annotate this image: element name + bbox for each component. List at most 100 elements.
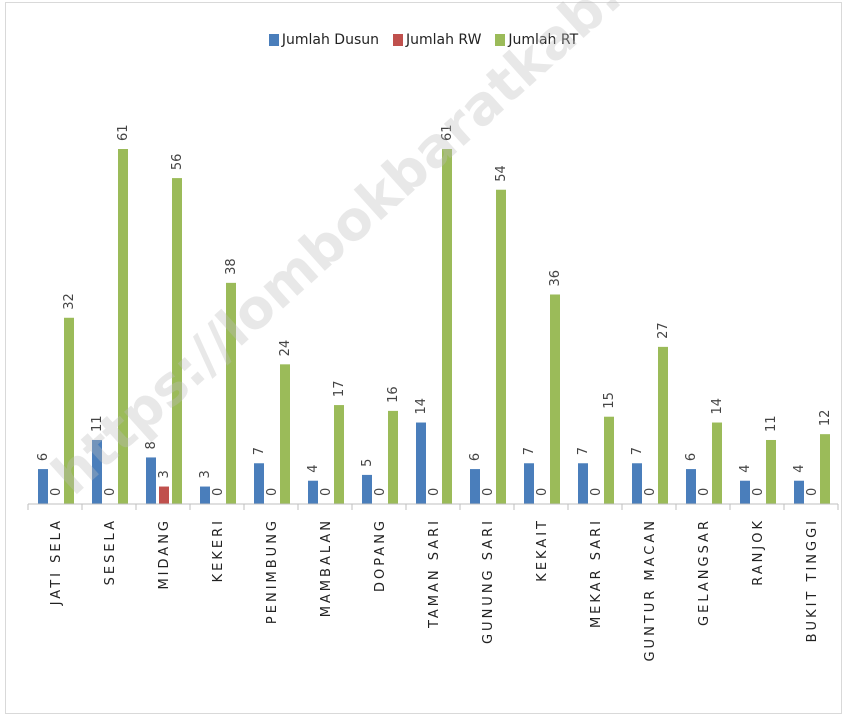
- chart-legend: Jumlah Dusun Jumlah RW Jumlah RT: [0, 32, 847, 48]
- data-label: 0: [373, 488, 388, 496]
- legend-swatch-rw: [392, 34, 403, 46]
- data-label: 15: [602, 392, 617, 409]
- data-label: 7: [252, 447, 267, 455]
- data-label: 11: [90, 415, 105, 432]
- data-label: 36: [548, 270, 563, 287]
- category-label: RANJOK: [751, 518, 766, 586]
- legend-item-rw: Jumlah RW: [392, 32, 482, 48]
- legend-label-rt: Jumlah RT: [508, 32, 579, 48]
- data-label: 0: [643, 488, 658, 496]
- data-label: 8: [144, 441, 159, 449]
- bar-rt: [118, 149, 128, 504]
- bar-rt: [820, 434, 830, 504]
- bar-rt: [388, 410, 398, 504]
- data-label: 56: [170, 154, 185, 171]
- data-label: 0: [49, 488, 64, 496]
- bar-rt: [280, 364, 290, 504]
- data-label: 61: [440, 124, 455, 141]
- data-label: 0: [265, 488, 280, 496]
- bar-dusun: [578, 463, 588, 504]
- data-label: 17: [332, 381, 347, 398]
- data-label: 0: [427, 488, 442, 496]
- category-label: DOPANG: [373, 518, 388, 592]
- category-label: SESELA: [103, 518, 118, 585]
- category-label: MAMBALAN: [319, 518, 334, 617]
- bar-rt: [64, 317, 74, 504]
- legend-item-dusun: Jumlah Dusun: [268, 32, 379, 48]
- bar-rt: [334, 405, 344, 504]
- data-label: 0: [751, 488, 766, 496]
- bar-dusun: [146, 457, 156, 504]
- bar-dusun: [254, 463, 264, 504]
- bar-rw: [159, 486, 169, 504]
- category-label: KEKAIT: [535, 518, 550, 582]
- data-label: 32: [62, 293, 77, 310]
- bar-dusun: [38, 469, 48, 504]
- data-label: 12: [818, 410, 833, 427]
- data-label: 6: [468, 453, 483, 461]
- bar-dusun: [92, 439, 102, 504]
- bar-dusun: [308, 480, 318, 504]
- category-label: KEKERI: [211, 518, 226, 582]
- bar-rt: [172, 178, 182, 504]
- data-label: 27: [656, 322, 671, 339]
- bar-dusun: [632, 463, 642, 504]
- x-axis-ticks: [27, 504, 839, 510]
- data-label: 38: [224, 258, 239, 275]
- legend-label-dusun: Jumlah Dusun: [281, 32, 379, 48]
- data-label: 7: [576, 447, 591, 455]
- category-label: MEKAR SARI: [589, 518, 604, 628]
- bar-dusun: [524, 463, 534, 504]
- category-label: TAMAN SARI: [427, 518, 442, 629]
- data-label: 0: [319, 488, 334, 496]
- bar-rt: [766, 439, 776, 504]
- data-label: 0: [589, 488, 604, 496]
- legend-item-rt: Jumlah RT: [495, 32, 578, 48]
- data-label: 0: [103, 488, 118, 496]
- category-label: GELANGSAR: [697, 518, 712, 626]
- category-label: BUKIT TINGGI: [805, 518, 820, 642]
- bar-rt: [712, 422, 722, 504]
- bar-dusun: [362, 474, 372, 504]
- category-label: JATI SELA: [49, 518, 64, 606]
- data-label: 3: [157, 470, 172, 478]
- data-label: 24: [278, 340, 293, 357]
- data-label: 6: [36, 453, 51, 461]
- category-label: MIDANG: [157, 518, 172, 590]
- bar-group: [38, 149, 830, 504]
- data-label: 6: [684, 453, 699, 461]
- data-label: 7: [630, 447, 645, 455]
- category-label: GUNTUR MACAN: [643, 518, 658, 662]
- category-label: PENIMBUNG: [265, 518, 280, 624]
- bar-rt: [442, 149, 452, 504]
- bar-dusun: [416, 422, 426, 504]
- data-label: 3: [198, 470, 213, 478]
- data-label: 61: [116, 124, 131, 141]
- data-label: 54: [494, 165, 509, 182]
- bar-dusun: [740, 480, 750, 504]
- bar-rt: [658, 346, 668, 504]
- data-label: 14: [710, 398, 725, 415]
- legend-swatch-rt: [495, 34, 506, 46]
- data-label: 0: [211, 488, 226, 496]
- bar-dusun: [686, 469, 696, 504]
- bar-rt: [604, 416, 614, 504]
- data-label: 4: [792, 464, 807, 472]
- legend-label-rw: Jumlah RW: [405, 32, 482, 48]
- bar-rt: [226, 282, 236, 504]
- data-label: 5: [360, 459, 375, 467]
- data-label: 11: [764, 415, 779, 432]
- category-label: GUNUNG SARI: [481, 518, 496, 644]
- data-label: 4: [306, 464, 321, 472]
- bar-rt: [550, 294, 560, 504]
- data-label: 4: [738, 464, 753, 472]
- bar-dusun: [794, 480, 804, 504]
- data-label: 14: [414, 398, 429, 415]
- data-label: 0: [481, 488, 496, 496]
- bar-rt: [496, 189, 506, 504]
- chart-frame: [5, 2, 842, 714]
- data-label: 7: [522, 447, 537, 455]
- data-label: 0: [697, 488, 712, 496]
- legend-swatch-dusun: [268, 34, 279, 46]
